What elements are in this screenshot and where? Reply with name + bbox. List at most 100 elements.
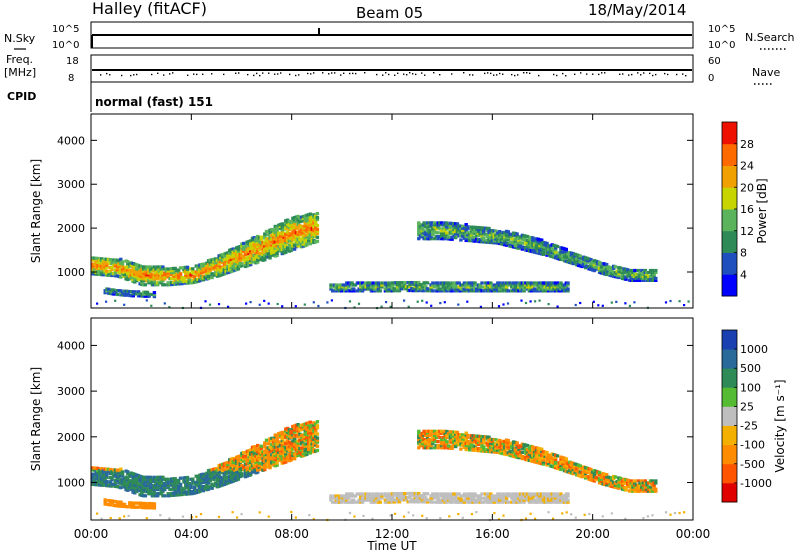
velocity-echo-cell [278, 454, 283, 458]
power-echo-cell [362, 283, 367, 287]
velocity-echo-cell [415, 492, 419, 496]
power-echo-cell [654, 278, 658, 282]
power-echo-cell [249, 261, 253, 265]
power-echo-cell [475, 283, 479, 287]
velocity-ground-scatter [217, 515, 221, 518]
power-echo-cell [466, 289, 470, 293]
power-echo-cell [120, 270, 125, 274]
velocity-echo-cell [374, 498, 379, 502]
velocity-echo-cell [443, 492, 447, 496]
nave-dot [628, 74, 630, 76]
velocity-echo-cell [315, 438, 320, 442]
power-echo-cell [175, 272, 179, 276]
power-echo-cell [466, 233, 470, 237]
velocity-echo-cell [271, 442, 276, 446]
power-echo-cell [257, 236, 262, 240]
power-echo-cell [527, 243, 532, 247]
velocity-echo-cell [280, 447, 284, 451]
power-echo-cell [459, 224, 463, 228]
power-echo-cell [380, 281, 384, 285]
velocity-echo-cell [138, 489, 142, 493]
power-echo-cell [497, 287, 502, 291]
velocity-echo-cell [439, 500, 444, 504]
velocity-echo-cell [434, 492, 438, 496]
power-echo-cell [515, 244, 519, 248]
power-echo-cell [346, 281, 351, 285]
velocity-echo-cell [185, 482, 190, 486]
velocity-echo-cell [431, 492, 435, 496]
velocity-echo-cell [483, 449, 488, 453]
power-echo-cell [431, 283, 435, 287]
power-echo-cell [422, 281, 426, 285]
power-echo-cell [482, 285, 486, 289]
velocity-echo-cell [308, 424, 313, 428]
power-echo-cell [452, 285, 456, 289]
velocity-echo-cell [119, 500, 123, 504]
velocity-echo-cell [236, 465, 241, 469]
power-echo-cell [613, 265, 618, 269]
power-echo-cell [198, 275, 202, 279]
velocity-echo-cell [299, 440, 304, 444]
velocity-echo-cell [208, 468, 212, 472]
power-echo-cell [296, 236, 300, 240]
velocity-echo-cell [647, 489, 651, 493]
velocity-echo-cell [511, 492, 516, 496]
power-echo-cell [439, 221, 444, 225]
power-echo-cell [590, 264, 595, 268]
power-echo-cell [510, 237, 514, 241]
power-echo-cell [446, 287, 451, 291]
power-ground-scatter [123, 303, 126, 306]
velocity-echo-cell [527, 494, 532, 498]
velocity-echo-cell [226, 465, 230, 469]
velocity-echo-cell [201, 472, 205, 476]
velocity-echo-cell [355, 500, 359, 504]
power-echo-cell [540, 285, 544, 289]
freq-panel-frame [90, 54, 694, 83]
power-echo-cell [173, 272, 177, 276]
power-ground-scatter [258, 303, 261, 306]
power-echo-cell [312, 231, 316, 235]
power-echo-cell [242, 245, 246, 249]
velocity-echo-cell [633, 479, 637, 483]
velocity-echo-cell [597, 473, 602, 477]
power-echo-cell [134, 271, 139, 275]
velocity-echo-cell [345, 494, 349, 498]
velocity-echo-cell [299, 436, 304, 440]
power-echo-cell [122, 266, 126, 270]
velocity-echo-cell [501, 452, 505, 456]
velocity-echo-cell [566, 498, 570, 502]
power-echo-cell [399, 287, 403, 291]
power-echo-cell [133, 270, 137, 274]
power-echo-cell [538, 244, 542, 248]
power-echo-cell [152, 295, 157, 299]
velocity-echo-cell [422, 494, 426, 498]
velocity-echo-cell [634, 483, 639, 487]
power-ground-scatter [163, 302, 166, 305]
velocity-echo-cell [103, 477, 107, 481]
velocity-echo-cell [468, 448, 472, 452]
velocity-echo-cell [148, 488, 153, 492]
power-echo-cell [648, 276, 653, 280]
velocity-echo-cell [264, 461, 269, 465]
power-echo-cell [334, 283, 338, 287]
power-echo-cell [275, 228, 279, 232]
velocity-echo-cell [432, 429, 437, 433]
velocity-echo-cell [129, 487, 133, 492]
velocity-echo-cell [585, 466, 589, 470]
velocity-echo-cell [312, 448, 316, 452]
power-echo-cell [108, 258, 112, 262]
velocity-echo-cell [201, 480, 205, 485]
power-echo-cell [534, 251, 539, 255]
power-echo-cell [585, 264, 589, 268]
velocity-echo-cell [441, 442, 446, 446]
power-echo-cell [383, 289, 388, 293]
power-echo-cell [226, 259, 230, 263]
velocity-echo-cell [141, 490, 146, 494]
power-echo-cell [201, 262, 205, 266]
power-echo-cell [439, 237, 444, 241]
velocity-echo-cell [275, 436, 279, 440]
power-echo-cell [422, 231, 426, 235]
power-echo-cell [240, 244, 244, 248]
nave-dot [484, 72, 486, 75]
nave-dot [151, 73, 153, 76]
